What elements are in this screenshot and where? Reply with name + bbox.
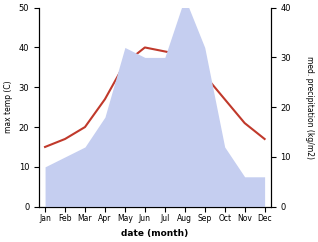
Y-axis label: med. precipitation (kg/m2): med. precipitation (kg/m2) bbox=[305, 56, 314, 159]
Y-axis label: max temp (C): max temp (C) bbox=[4, 81, 13, 134]
X-axis label: date (month): date (month) bbox=[121, 229, 189, 238]
